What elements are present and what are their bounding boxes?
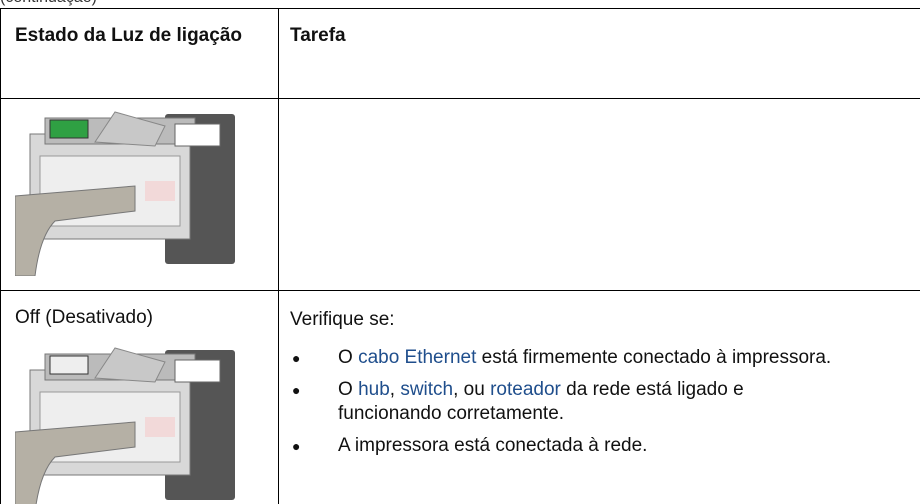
- table-border: [278, 8, 279, 504]
- text: ,: [389, 379, 401, 400]
- text: A impressora está conectada à rede.: [338, 435, 648, 456]
- task-item: A impressora está conectada à rede.: [290, 434, 835, 458]
- text: está firmemente conectado à impressora.: [476, 347, 832, 368]
- table-border: [0, 8, 1, 504]
- port-illustration: [15, 111, 236, 276]
- task-list: O cabo Ethernet está firmemente conectad…: [290, 346, 835, 466]
- port-illustration: [15, 347, 236, 504]
- task-item: O hub, switch, ou roteador da rede está …: [290, 378, 835, 426]
- header-cell: Tarefa: [290, 25, 346, 46]
- link[interactable]: hub: [358, 379, 390, 400]
- task-item: O cabo Ethernet está firmemente conectad…: [290, 346, 835, 370]
- link[interactable]: switch: [400, 379, 454, 400]
- text: , ou: [453, 379, 491, 400]
- link[interactable]: cabo Ethernet: [358, 347, 477, 368]
- task-intro: Verifique se:: [290, 309, 395, 330]
- text: O: [338, 347, 359, 368]
- link[interactable]: roteador: [490, 379, 561, 400]
- state-cell: Off (Desativado): [15, 307, 153, 328]
- table-border: [0, 290, 920, 291]
- text: da rede está ligado e funcionando corret…: [338, 379, 744, 424]
- table-border: [0, 8, 920, 9]
- caption: (continuação): [0, 0, 97, 10]
- header-cell: Estado da Luz de ligação: [15, 25, 242, 46]
- table-border: [0, 98, 920, 99]
- text: O: [338, 379, 359, 400]
